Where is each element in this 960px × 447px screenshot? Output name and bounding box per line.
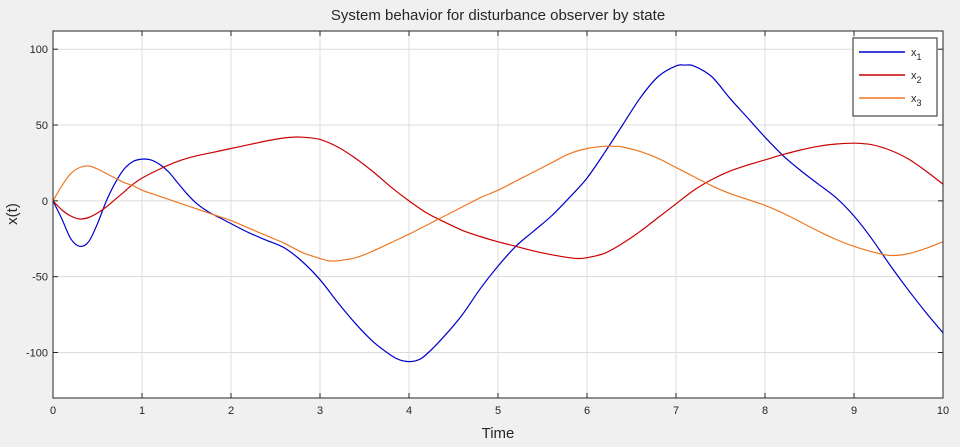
legend: x1 x2 x3 [852, 37, 938, 117]
series-line-x1 [52, 64, 944, 363]
y-tick-label: 0 [42, 196, 48, 208]
legend-box [852, 37, 938, 117]
y-tick-label: -100 [26, 348, 48, 360]
x-tick-label: 10 [937, 405, 949, 417]
legend-label-x3: x3 [911, 93, 922, 108]
series-line-x3 [52, 145, 944, 262]
legend-label-x1: x1 [911, 47, 922, 62]
x-tick-label: 5 [495, 405, 501, 417]
y-tick-label: 50 [36, 120, 48, 132]
chart-title: System behavior for disturbance observer… [331, 7, 665, 24]
y-tick-label: -50 [32, 272, 48, 284]
x-tick-label: 6 [584, 405, 590, 417]
legend-label-x2: x2 [911, 70, 922, 85]
series-layer [52, 64, 944, 363]
x-axis-label: Time [482, 425, 515, 442]
x-tick-label: 9 [851, 405, 857, 417]
axis-ticks: 0 1 2 3 4 5 6 7 8 9 10 100 50 0 -50 -100 [26, 31, 949, 417]
x-tick-label: 7 [673, 405, 679, 417]
series-line-x2 [52, 136, 944, 260]
y-axis-label: x(t) [4, 203, 21, 225]
x-tick-label: 8 [762, 405, 768, 417]
x-tick-label: 3 [317, 405, 323, 417]
x-tick-label: 2 [228, 405, 234, 417]
x-tick-label: 4 [406, 405, 412, 417]
y-tick-label: 100 [30, 44, 48, 56]
x-tick-label: 1 [139, 405, 145, 417]
x-tick-label: 0 [50, 405, 56, 417]
